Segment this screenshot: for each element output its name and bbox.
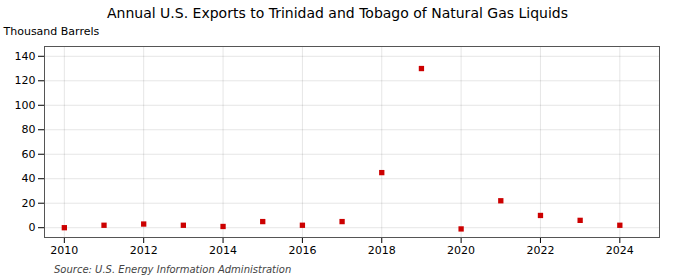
svg-text:140: 140 <box>15 50 36 63</box>
html-text:Source: U.S. Energy Informatio: Source: U.S. Energy Information Administ… <box>54 264 292 275</box>
svg-text:2018: 2018 <box>368 244 396 257</box>
svg-text:20: 20 <box>22 197 36 210</box>
svg-text:100: 100 <box>15 99 36 112</box>
svg-text:2020: 2020 <box>447 244 475 257</box>
svg-text:2014: 2014 <box>209 244 237 257</box>
html-text:Annual U.S. Exports to Trinida: Annual U.S. Exports to Trinidad and Toba… <box>107 5 568 21</box>
svg-text:120: 120 <box>15 74 36 87</box>
svg-text:60: 60 <box>22 148 36 161</box>
svg-text:2012: 2012 <box>130 244 158 257</box>
svg-text:2024: 2024 <box>606 244 634 257</box>
svg-text:2010: 2010 <box>50 244 78 257</box>
svg-text:40: 40 <box>22 172 36 185</box>
svg-text:Thousand Barrels: Thousand Barrels <box>3 25 100 38</box>
svg-text:2022: 2022 <box>526 244 554 257</box>
svg-text:0: 0 <box>29 221 36 234</box>
svg-text:2016: 2016 <box>288 244 316 257</box>
svg-text:80: 80 <box>22 123 36 136</box>
